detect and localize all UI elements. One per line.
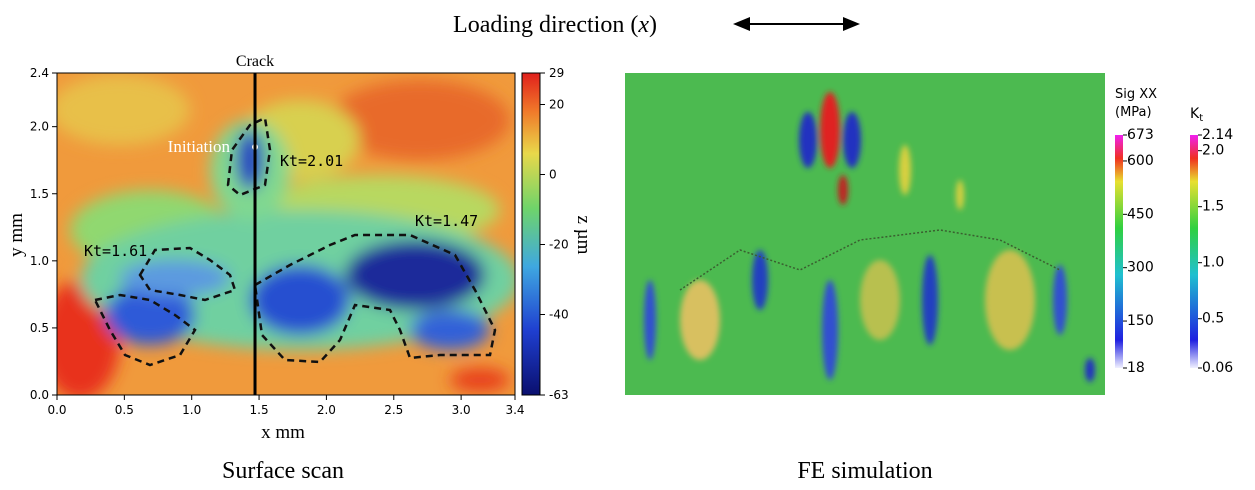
x-tick-label: 2.5 xyxy=(384,403,403,417)
label-main: K xyxy=(1190,106,1200,122)
colorbar-tick-label: 18 xyxy=(1127,360,1145,376)
x-tick-label: 1.0 xyxy=(182,403,201,417)
colorbar-tick-label: 1.0 xyxy=(1202,255,1224,271)
title-text: Loading direction ( xyxy=(453,12,638,38)
colorbar-tick-label: 20 xyxy=(549,98,564,112)
colorbar-label: z µm xyxy=(573,216,594,255)
colorbar-tick-label: 0 xyxy=(549,168,557,182)
y-tick-label: 2.4 xyxy=(30,66,49,80)
y-tick-label: 1.0 xyxy=(30,254,49,268)
colorbar-tick-label: -63 xyxy=(549,388,569,402)
plot-frame xyxy=(56,72,516,396)
y-label: y mm xyxy=(6,213,27,257)
colorbar-tick-label: 673 xyxy=(1127,127,1154,143)
x-label: x mm xyxy=(261,422,305,443)
x-tick-label: 2.0 xyxy=(317,403,336,417)
colorbar-tick-label: 150 xyxy=(1127,313,1154,329)
colorbar-tick-label: 300 xyxy=(1127,260,1154,276)
x-tick-label: 0.5 xyxy=(115,403,134,417)
fe-image xyxy=(625,73,1105,395)
colorbar-tick-label: 0.06 xyxy=(1202,360,1233,376)
caption: FE simulation xyxy=(797,458,932,484)
colorbar-tick-label: 600 xyxy=(1127,153,1154,169)
annotation: Crack xyxy=(236,53,274,70)
colorbar-tick-label: -40 xyxy=(549,308,569,322)
x-tick-label: 1.5 xyxy=(250,403,269,417)
title-close: ) xyxy=(649,12,657,38)
colorbar-tick-label: 2.0 xyxy=(1202,143,1224,159)
colorbar-tick-label: 1.5 xyxy=(1202,199,1224,215)
direction-arrow xyxy=(733,17,860,31)
colorbar-label: (MPa) xyxy=(1115,105,1152,120)
colorbar xyxy=(1190,135,1198,368)
y-tick-label: 2.0 xyxy=(30,120,49,134)
colorbar-tick-label: -20 xyxy=(549,238,569,252)
y-tick-label: 0.0 xyxy=(30,388,49,402)
colorbar-tick-label: 2.14 xyxy=(1202,127,1233,143)
x-tick-label: 3.4 xyxy=(505,403,524,417)
caption: Surface scan xyxy=(222,458,344,484)
colorbar-tick-label: 450 xyxy=(1127,206,1154,222)
colorbar-label: Sig XX xyxy=(1115,87,1157,102)
annotation: Kt=1.61 xyxy=(84,242,147,260)
colorbar-label: Kt xyxy=(1190,106,1203,124)
y-tick-label: 1.5 xyxy=(30,187,49,201)
label-sub: t xyxy=(1199,113,1203,124)
x-tick-label: 0.0 xyxy=(47,403,66,417)
title: Loading direction (x) xyxy=(453,12,657,38)
annotation: Initiation xyxy=(168,137,231,156)
colorbar xyxy=(1115,135,1123,368)
annotation: Kt=1.47 xyxy=(415,212,478,230)
annotation: Kt=2.01 xyxy=(280,152,343,170)
x-tick-label: 3.0 xyxy=(452,403,471,417)
colorbar xyxy=(521,72,541,396)
y-tick-label: 0.5 xyxy=(30,321,49,335)
colorbar-tick-label: 29 xyxy=(549,66,564,80)
title-variable: x xyxy=(637,12,649,38)
colorbar-tick-label: 0.5 xyxy=(1202,311,1224,327)
surface-heatmap xyxy=(57,73,515,395)
